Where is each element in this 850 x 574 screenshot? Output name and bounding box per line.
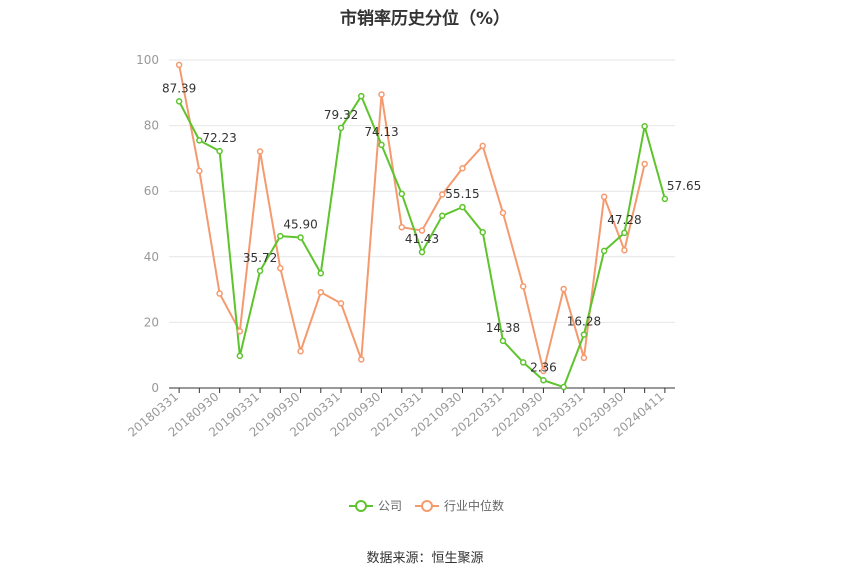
data-point[interactable]	[297, 234, 304, 241]
data-point[interactable]	[398, 190, 406, 198]
series-lines	[175, 61, 669, 391]
data-point[interactable]	[459, 164, 466, 172]
data-point[interactable]	[438, 212, 446, 220]
source-note: 数据来源：恒生聚源	[366, 551, 484, 566]
data-label: 47.28	[607, 213, 641, 227]
legend-marker-icon	[355, 500, 367, 512]
data-label: 72.23	[202, 131, 236, 145]
data-label: 16.28	[567, 315, 601, 329]
data-label: 74.13	[364, 125, 398, 139]
data-point[interactable]	[641, 123, 648, 130]
data-label: 35.72	[243, 251, 277, 265]
data-label: 87.39	[162, 81, 196, 95]
data-point[interactable]	[600, 247, 608, 255]
data-point[interactable]	[641, 160, 648, 168]
y-tick-label: 80	[144, 119, 159, 133]
y-tick-label: 20	[144, 315, 159, 329]
data-point[interactable]	[236, 352, 244, 360]
data-point[interactable]	[175, 98, 183, 105]
data-point[interactable]	[358, 356, 365, 363]
chart-title: 市销率历史分位（%）	[339, 9, 511, 29]
data-point[interactable]	[519, 283, 527, 290]
axes: 0204060801002018033120180930201903312019…	[125, 53, 675, 440]
data-label: 2.36	[530, 360, 557, 374]
data-point[interactable]	[196, 167, 203, 175]
data-point[interactable]	[358, 92, 365, 100]
data-labels: 87.39 72.23 35.72 45.90 79.32 74.13 41.43 55.15…	[162, 81, 701, 374]
data-point[interactable]	[621, 229, 628, 237]
data-point[interactable]	[479, 142, 486, 150]
data-label: 41.43	[405, 232, 439, 246]
data-label: 55.15	[445, 187, 479, 201]
y-tick-label: 40	[144, 250, 159, 264]
data-point[interactable]	[600, 193, 608, 201]
data-point[interactable]	[459, 203, 466, 211]
data-point[interactable]	[479, 228, 486, 236]
data-point[interactable]	[196, 137, 203, 144]
grid-lines	[169, 59, 675, 323]
data-point[interactable]	[256, 148, 264, 155]
data-point[interactable]	[661, 195, 669, 203]
data-point[interactable]	[256, 267, 264, 275]
legend-label: 行业中位数	[444, 498, 504, 513]
data-point[interactable]	[277, 232, 284, 240]
legend-label: 公司	[378, 499, 402, 513]
data-point[interactable]	[499, 209, 507, 217]
data-point[interactable]	[337, 300, 345, 307]
legend-item-industry[interactable]: 行业中位数	[415, 498, 504, 513]
data-point[interactable]	[317, 288, 325, 296]
data-point[interactable]	[378, 141, 385, 149]
legend-item-company[interactable]: 公司	[349, 499, 402, 513]
data-point[interactable]	[337, 124, 345, 132]
data-point[interactable]	[418, 248, 426, 256]
data-point[interactable]	[540, 367, 547, 375]
y-tick-label: 100	[136, 53, 159, 67]
data-point[interactable]	[580, 354, 588, 362]
data-point[interactable]	[297, 348, 304, 355]
y-tick-label: 0	[151, 381, 159, 395]
data-point[interactable]	[540, 377, 547, 384]
data-point[interactable]	[621, 246, 628, 254]
data-point[interactable]	[438, 191, 446, 198]
data-point[interactable]	[519, 359, 527, 366]
data-point[interactable]	[317, 269, 325, 277]
y-tick-label: 60	[144, 184, 159, 198]
data-point[interactable]	[216, 147, 223, 155]
data-point[interactable]	[499, 337, 507, 345]
data-label: 57.65	[667, 179, 701, 193]
data-point[interactable]	[236, 328, 244, 335]
data-point[interactable]	[398, 224, 406, 231]
series-line-industry	[178, 64, 646, 372]
data-point[interactable]	[216, 290, 223, 297]
data-point[interactable]	[277, 265, 284, 272]
data-point[interactable]	[418, 227, 426, 234]
legend[interactable]: 公司 行业中位数	[349, 498, 504, 513]
data-point[interactable]	[378, 91, 385, 98]
legend-marker-icon	[421, 500, 433, 512]
data-point[interactable]	[560, 285, 567, 293]
data-point[interactable]	[560, 383, 567, 391]
data-label: 14.38	[486, 321, 520, 335]
data-point[interactable]	[580, 331, 588, 338]
data-label: 45.90	[283, 217, 317, 231]
data-point[interactable]	[175, 61, 183, 69]
data-label: 79.32	[324, 108, 358, 122]
